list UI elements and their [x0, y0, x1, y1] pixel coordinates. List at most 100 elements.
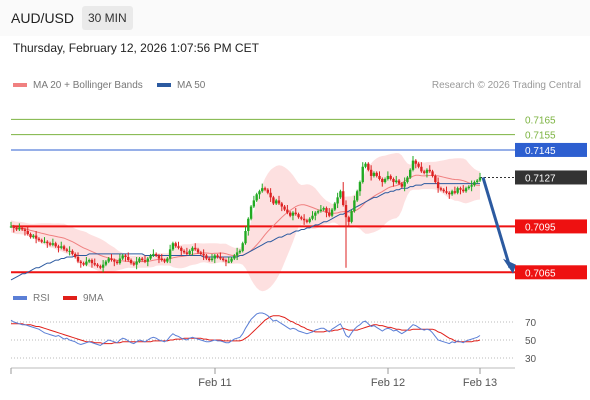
candle-body: [333, 203, 337, 210]
candle-body: [453, 191, 457, 193]
candle-body: [439, 188, 443, 190]
candle: [369, 165, 373, 181]
candle-body: [138, 258, 141, 262]
candle-body: [350, 211, 353, 222]
candle: [383, 177, 387, 184]
level-label-0-7065: 0.7065: [515, 265, 587, 280]
candle-body: [48, 243, 52, 245]
candle: [171, 241, 175, 251]
candle-body: [386, 175, 390, 179]
candle-body: [224, 260, 228, 262]
candle: [478, 172, 482, 183]
candle: [99, 264, 102, 270]
candle: [219, 252, 222, 261]
candle-body: [325, 208, 328, 213]
candle-body: [79, 261, 82, 264]
candle: [406, 175, 409, 184]
rsi-tick-label: 70: [525, 318, 537, 329]
candle-body: [60, 246, 63, 248]
candle: [132, 261, 136, 267]
candle: [230, 257, 233, 264]
candle-body: [18, 227, 21, 230]
candle: [344, 200, 348, 268]
candle-body: [37, 238, 41, 241]
candle-body: [434, 175, 437, 183]
candle: [439, 186, 443, 192]
candle-body: [71, 250, 74, 254]
legend-ma50: MA 50: [157, 80, 205, 91]
level-lines: [11, 118, 515, 274]
candle: [249, 205, 253, 221]
candle: [266, 188, 270, 195]
candle: [51, 238, 55, 247]
level-label-0-7127: 0.7127: [515, 170, 587, 185]
candle: [177, 241, 180, 250]
candle: [104, 260, 108, 267]
candle-body: [464, 188, 468, 192]
candle: [314, 211, 317, 221]
level-label-text: 0.7095: [525, 222, 556, 233]
candle: [255, 192, 258, 202]
candle: [339, 189, 342, 199]
candle-body: [409, 169, 412, 178]
candle: [216, 253, 219, 259]
candle: [322, 206, 325, 212]
candle-body: [62, 246, 66, 250]
legend-label-rsi: RSI: [33, 293, 50, 304]
candle: [9, 221, 13, 228]
candle: [328, 208, 331, 218]
candle: [32, 234, 35, 239]
candle: [113, 258, 116, 267]
candle: [143, 255, 147, 264]
candle-body: [478, 177, 482, 181]
candle: [43, 237, 46, 244]
candle-body: [23, 229, 27, 231]
candle: [300, 215, 303, 221]
candle: [258, 189, 261, 199]
candle: [436, 177, 440, 193]
candle-body: [241, 243, 244, 251]
candle-body: [319, 209, 323, 212]
candle: [182, 249, 186, 254]
candle-body: [135, 261, 138, 265]
candle: [48, 241, 52, 247]
level-label-0-7095: 0.7095: [515, 219, 587, 234]
candle: [261, 183, 264, 193]
candle: [71, 249, 74, 256]
candle-body: [395, 180, 398, 183]
candle: [129, 258, 133, 265]
candle-body: [263, 188, 267, 190]
candle-body: [124, 255, 127, 257]
candle-body: [216, 255, 219, 257]
candle: [305, 218, 309, 224]
candle: [308, 217, 311, 224]
candle-body: [32, 235, 35, 238]
candle-body: [456, 188, 459, 193]
candle: [180, 246, 183, 256]
candle: [121, 253, 124, 261]
candle-body: [322, 208, 325, 210]
x-tick-label: Feb 12: [371, 377, 405, 389]
candle-body: [235, 252, 239, 256]
candle-body: [389, 175, 392, 179]
candle-body: [26, 231, 29, 235]
candle: [367, 162, 370, 172]
timeframe-badge[interactable]: 30 MIN: [82, 6, 133, 30]
candle-body: [168, 249, 172, 259]
candle: [347, 215, 350, 227]
candle: [333, 201, 337, 212]
candle-body: [171, 243, 175, 250]
candle-body: [372, 172, 376, 176]
candle-body: [261, 188, 264, 192]
candle: [395, 175, 398, 184]
candle-body: [272, 197, 275, 204]
candle-body: [182, 250, 186, 253]
candle-body: [353, 200, 356, 212]
candle: [400, 182, 404, 189]
candle-body: [445, 191, 448, 193]
candle: [422, 169, 426, 175]
candle-body: [221, 258, 225, 261]
candle-body: [294, 212, 297, 215]
candle-body: [392, 179, 395, 183]
candle: [389, 174, 392, 181]
